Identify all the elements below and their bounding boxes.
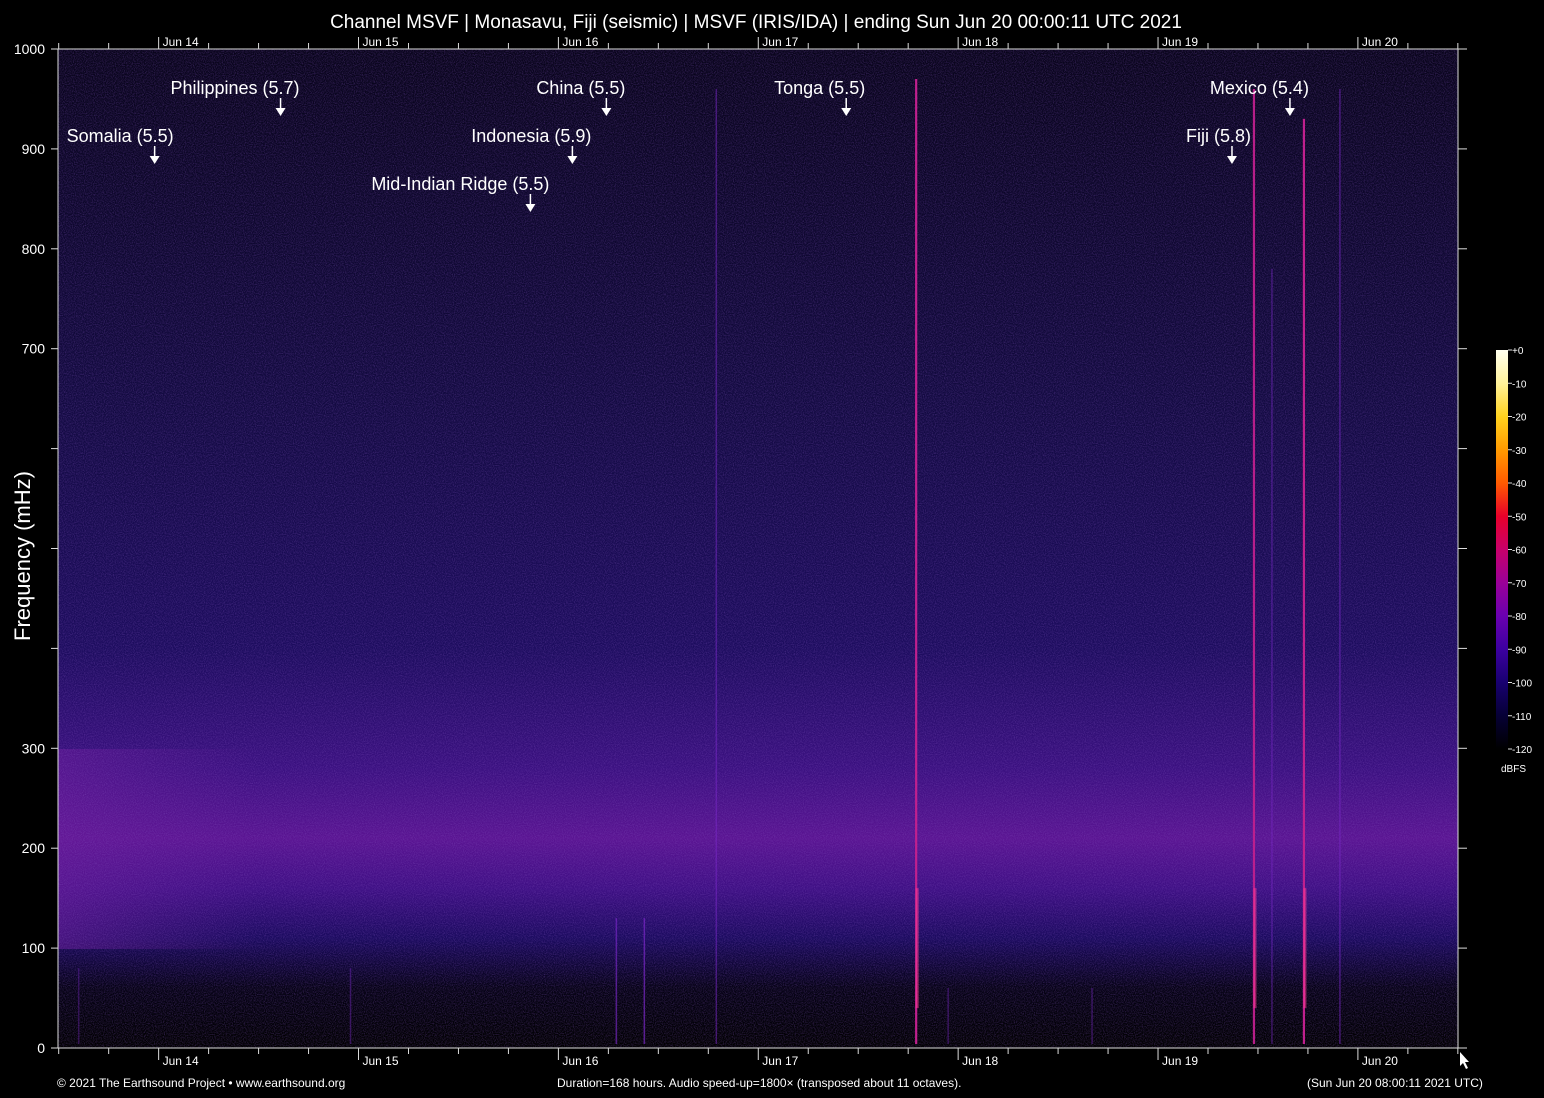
event-arrow-icon [149,156,160,164]
y-tick-label: 1000 [14,41,45,57]
event-label: Fiji (5.8) [1186,126,1251,146]
colorbar: +0 -10 -20 -30 -40 -50 -60 -70 -80 -90 -100 -110 -12… [1496,346,1532,775]
footer-copyright: © 2021 The Earthsound Project • www.eart… [57,1076,346,1090]
y-axis-label: Frequency (mHz) [10,471,35,641]
spectrogram-noise [58,49,1458,1048]
event-arrow-icon [1226,156,1237,164]
colorbar-label: dBFS [1501,764,1526,775]
y-tick-label: 0 [37,1040,45,1056]
x-tick-label-top: Jun 18 [962,35,998,49]
colorbar-tick-label: -90 [1512,645,1527,656]
x-tick-label-top: Jun 14 [163,35,199,49]
event-label: Tonga (5.5) [774,78,865,98]
event-label: Philippines (5.7) [170,78,299,98]
colorbar-tick-label: -60 [1512,546,1527,557]
colorbar-tick-label: -20 [1512,413,1527,424]
x-tick-label: Jun 20 [1362,1054,1398,1068]
colorbar-tick-label: -100 [1512,679,1532,690]
event-annotations: Philippines (5.7) Somalia (5.5) China (5.5… [67,78,1309,212]
colorbar-gradient [1496,350,1508,749]
x-tick-label: Jun 17 [762,1054,798,1068]
x-tick-label-top: Jun 15 [363,35,399,49]
colorbar-tick-label: -30 [1512,446,1527,457]
event-arrow-icon [525,204,536,212]
signal-spikes [77,78,1341,1044]
x-tick-label-top: Jun 20 [1362,35,1398,49]
y-tick-label: 100 [22,940,46,956]
y-tick-label: 900 [22,141,46,157]
x-tick-label: Jun 19 [1162,1054,1198,1068]
y-tick-label: 200 [22,840,46,856]
plot-area [57,48,1459,1049]
event-label: Indonesia (5.9) [471,126,591,146]
x-tick-label-top: Jun 16 [562,35,598,49]
x-tick-label: Jun 16 [562,1054,598,1068]
event-label: Somalia (5.5) [67,126,174,146]
x-tick-label: Jun 18 [962,1054,998,1068]
event-label: China (5.5) [536,78,625,98]
y-axis: 0 100 200 300 700 800 900 1000 [14,41,1467,1056]
colorbar-tick-label: -40 [1512,479,1527,490]
colorbar-tick-label: -10 [1512,379,1527,390]
event-arrow-icon [601,108,612,116]
x-tick-label-top: Jun 19 [1162,35,1198,49]
event-arrow-icon [567,156,578,164]
colorbar-tick-label: -80 [1512,612,1527,623]
colorbar-tick-label: -120 [1512,745,1532,756]
event-arrow-icon [841,108,852,116]
x-tick-label: Jun 14 [163,1054,199,1068]
x-tick-label: Jun 15 [363,1054,399,1068]
colorbar-tick-label: -50 [1512,512,1527,523]
cursor-arrow-icon [1460,1052,1469,1069]
colorbar-tick-label: -70 [1512,579,1527,590]
colorbar-tick-label: -110 [1512,712,1532,723]
colorbar-tick-label: +0 [1512,346,1524,357]
event-arrow-icon [1284,108,1295,116]
event-label: Mid-Indian Ridge (5.5) [371,174,549,194]
y-tick-label: 300 [22,740,46,756]
event-label: Mexico (5.4) [1210,78,1309,98]
x-tick-label-top: Jun 17 [762,35,798,49]
footer-local-time: (Sun Jun 20 08:00:11 2021 UTC) [1307,1076,1483,1090]
event-arrow-icon [275,108,286,116]
chart-title: Channel MSVF | Monasavu, Fiji (seismic) … [330,12,1182,33]
footer-duration: Duration=168 hours. Audio speed-up=1800×… [557,1076,962,1090]
x-axis: Jun 14 Jun 14 Jun 15 Jun 15 Jun 16 Jun 16 Jun … [58,35,1459,1068]
y-tick-label: 700 [22,341,46,357]
y-tick-label: 800 [22,241,46,257]
